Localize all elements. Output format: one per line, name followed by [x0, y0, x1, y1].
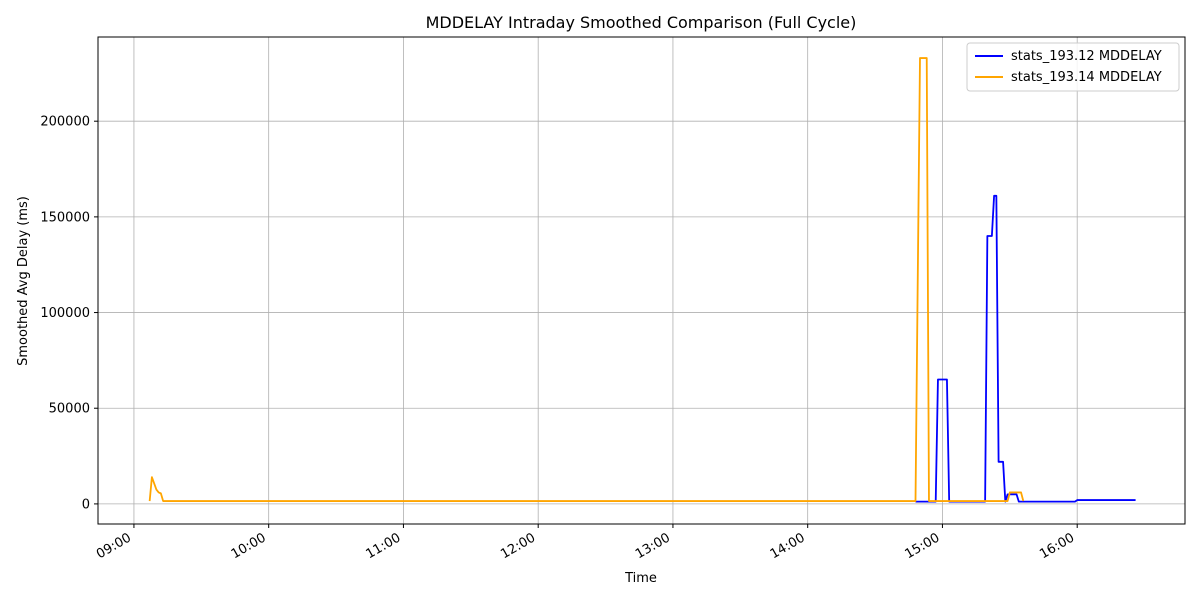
y-tick-label: 100000: [40, 306, 90, 321]
series-line-193-12: [915, 194, 1136, 503]
plot-frame: [97, 36, 1186, 525]
y-tick-label: 50000: [49, 402, 90, 417]
y-tick-label: 0: [82, 497, 90, 512]
x-axis-title: Time: [624, 571, 657, 586]
legend-box: [966, 42, 1180, 92]
y-axis-title: Smoothed Avg Delay (ms): [16, 196, 31, 366]
series-lines: [148, 57, 1136, 503]
legend-label-193-12: stats_193.12 MDDELAY: [1011, 49, 1162, 64]
legend-label-193-14: stats_193.14 MDDELAY: [1011, 70, 1162, 85]
y-tick-label: 150000: [40, 210, 90, 225]
series-line-193-14: [148, 57, 1025, 502]
y-tick-label: 200000: [40, 115, 90, 130]
grid: [98, 37, 1185, 524]
chart-title: MDDELAY Intraday Smoothed Comparison (Fu…: [426, 13, 857, 32]
legend: stats_193.12 MDDELAY stats_193.14 MDDELA…: [966, 42, 1180, 92]
